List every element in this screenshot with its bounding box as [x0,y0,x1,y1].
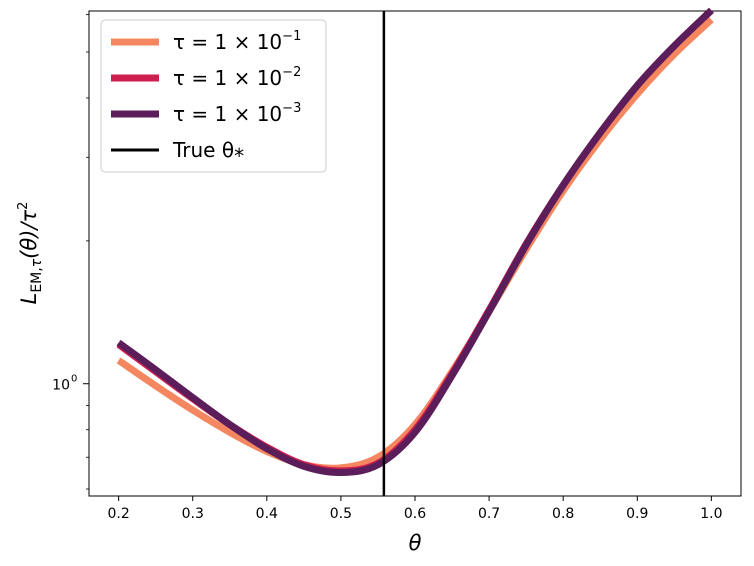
x-tick-label: 0.7 [478,506,500,522]
x-tick-label: 0.3 [182,506,204,522]
x-tick-label: 0.9 [626,506,648,522]
y-tick-label-exponent: 0 [71,374,77,385]
legend-label-3: τ = 1 × 10−3 [173,101,301,126]
x-tick-label: 0.2 [108,506,130,522]
x-tick-label: 0.8 [552,506,574,522]
x-axis-label: θ [409,531,422,555]
legend-label-4: True θ* [172,138,244,168]
legend-label-2: τ = 1 × 10−2 [173,65,301,90]
y-axis-label: LEM,τ(θ)/τ2 [16,202,45,305]
legend-box [100,19,327,173]
x-tick-label: 1.0 [700,506,722,522]
y-tick-label: 10 [52,378,70,394]
x-tick-label: 0.6 [404,506,426,522]
x-tick-label: 0.4 [256,506,278,522]
legend-label-1: τ = 1 × 10−1 [173,29,301,54]
x-tick-label: 0.5 [330,506,352,522]
series-line-3 [116,7,714,477]
